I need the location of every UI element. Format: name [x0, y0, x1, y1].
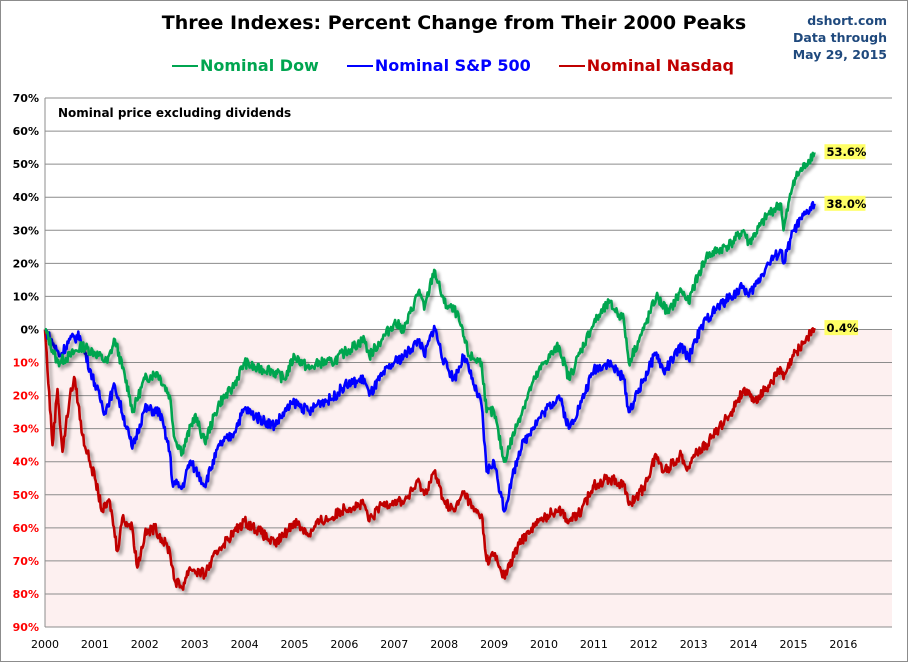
x-tick-label: 2005	[281, 638, 309, 651]
series-line-nasdaq	[43, 327, 816, 591]
y-tick-label: 20%	[13, 390, 39, 403]
x-tick-label: 2013	[680, 638, 708, 651]
x-tick-label: 2000	[31, 638, 59, 651]
y-tick-label: 70%	[13, 555, 39, 568]
source-site: dshort.com	[807, 13, 887, 28]
end-label-nasdaq: 0.4%	[826, 321, 858, 335]
y-tick-label: 90%	[13, 621, 39, 634]
x-tick-label: 2011	[580, 638, 608, 651]
x-tick-label: 2003	[181, 638, 209, 651]
x-tick-label: 2009	[480, 638, 508, 651]
x-tick-label: 2015	[780, 638, 808, 651]
y-tick-label: 50%	[13, 158, 39, 171]
x-tick-label: 2002	[131, 638, 159, 651]
data-date: May 29, 2015	[792, 47, 887, 62]
legend-item-dow: Nominal Dow	[172, 56, 319, 75]
y-tick-label: 60%	[13, 125, 39, 138]
chart-title: Three Indexes: Percent Change from Their…	[161, 12, 747, 34]
legend: Nominal Dow Nominal S&P 500 Nominal Nasd…	[172, 56, 734, 75]
x-tick-label: 2004	[231, 638, 259, 651]
end-label-bg-dow	[824, 144, 866, 160]
y-tick-label: 70%	[13, 92, 39, 105]
legend-swatch-dow	[172, 64, 198, 67]
y-tick-label: 10%	[13, 290, 39, 303]
y-tick-label: 40%	[13, 191, 39, 204]
y-tick-label: 50%	[13, 489, 39, 502]
x-tick-label: 2016	[829, 638, 857, 651]
chart-annotation: Nominal price excluding dividends	[58, 106, 291, 120]
end-label-dow: 53.6%	[826, 145, 866, 159]
legend-item-nasdaq: Nominal Nasdaq	[558, 56, 734, 75]
end-label-sp500: 38.0%	[826, 197, 866, 211]
legend-swatch-sp500	[346, 64, 373, 67]
x-tick-label: 2012	[630, 638, 658, 651]
series-line-sp500	[44, 200, 816, 513]
x-tick-label: 2008	[430, 638, 458, 651]
y-tick-label: 20%	[13, 257, 39, 270]
x-tick-label: 2010	[530, 638, 558, 651]
data-through-label: Data through	[793, 30, 887, 45]
series-line-dow	[44, 151, 816, 464]
legend-label-dow: Nominal Dow	[200, 56, 319, 75]
y-tick-label: 0%	[20, 323, 39, 336]
y-tick-label: 30%	[13, 423, 39, 436]
legend-swatch-nasdaq	[558, 64, 585, 67]
end-label-bg-sp500	[824, 195, 866, 211]
source-info: dshort.com Data through May 29, 2015	[793, 12, 887, 63]
legend-label-sp500: Nominal S&P 500	[374, 56, 531, 75]
x-tick-label: 2006	[330, 638, 358, 651]
y-tick-label: 60%	[13, 522, 39, 535]
y-tick-label: 10%	[13, 357, 39, 370]
x-tick-label: 2014	[730, 638, 758, 651]
end-label-bg-nasdaq	[824, 320, 859, 336]
x-tick-label: 2001	[81, 638, 109, 651]
y-tick-label: 40%	[13, 456, 39, 469]
x-tick-label: 2007	[380, 638, 408, 651]
legend-label-nasdaq: Nominal Nasdaq	[586, 56, 734, 75]
y-tick-label: 80%	[13, 588, 39, 601]
y-tick-label: 30%	[13, 224, 39, 237]
legend-item-sp500: Nominal S&P 500	[346, 56, 531, 75]
